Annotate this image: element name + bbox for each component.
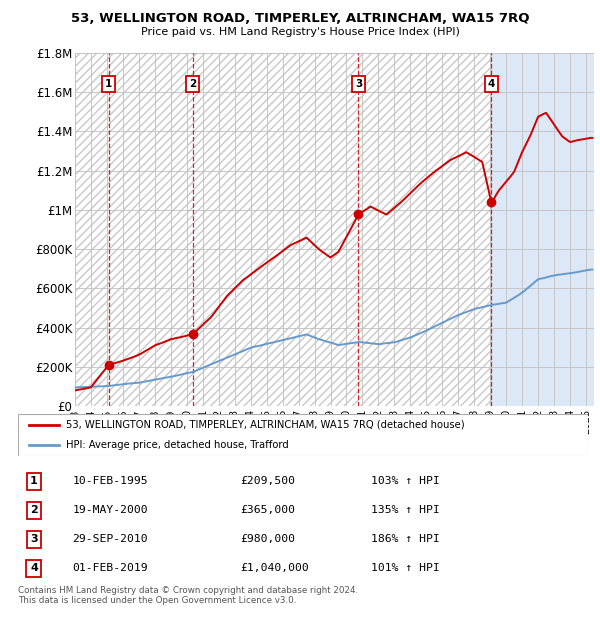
Text: £209,500: £209,500 — [240, 476, 295, 486]
Text: 10-FEB-1995: 10-FEB-1995 — [72, 476, 148, 486]
Text: 103% ↑ HPI: 103% ↑ HPI — [371, 476, 440, 486]
Text: 3: 3 — [355, 79, 362, 89]
Bar — [75, 53, 491, 406]
Text: 135% ↑ HPI: 135% ↑ HPI — [371, 505, 440, 515]
Text: 29-SEP-2010: 29-SEP-2010 — [72, 534, 148, 544]
Text: 1: 1 — [30, 476, 38, 486]
Text: 101% ↑ HPI: 101% ↑ HPI — [371, 564, 440, 574]
Text: 53, WELLINGTON ROAD, TIMPERLEY, ALTRINCHAM, WA15 7RQ: 53, WELLINGTON ROAD, TIMPERLEY, ALTRINCH… — [71, 12, 529, 25]
Text: HPI: Average price, detached house, Trafford: HPI: Average price, detached house, Traf… — [67, 440, 289, 450]
Text: 4: 4 — [488, 79, 495, 89]
Text: 2: 2 — [189, 79, 196, 89]
Text: 186% ↑ HPI: 186% ↑ HPI — [371, 534, 440, 544]
Text: Contains HM Land Registry data © Crown copyright and database right 2024.
This d: Contains HM Land Registry data © Crown c… — [18, 586, 358, 605]
Text: 53, WELLINGTON ROAD, TIMPERLEY, ALTRINCHAM, WA15 7RQ (detached house): 53, WELLINGTON ROAD, TIMPERLEY, ALTRINCH… — [67, 420, 465, 430]
Text: 4: 4 — [30, 564, 38, 574]
Bar — [75, 53, 491, 406]
Text: Price paid vs. HM Land Registry's House Price Index (HPI): Price paid vs. HM Land Registry's House … — [140, 27, 460, 37]
Text: £980,000: £980,000 — [240, 534, 295, 544]
Text: 1: 1 — [105, 79, 112, 89]
Text: £365,000: £365,000 — [240, 505, 295, 515]
Text: 3: 3 — [30, 534, 38, 544]
Bar — [491, 53, 594, 406]
Text: 19-MAY-2000: 19-MAY-2000 — [72, 505, 148, 515]
Text: 01-FEB-2019: 01-FEB-2019 — [72, 564, 148, 574]
Text: 2: 2 — [30, 505, 38, 515]
Text: £1,040,000: £1,040,000 — [240, 564, 309, 574]
